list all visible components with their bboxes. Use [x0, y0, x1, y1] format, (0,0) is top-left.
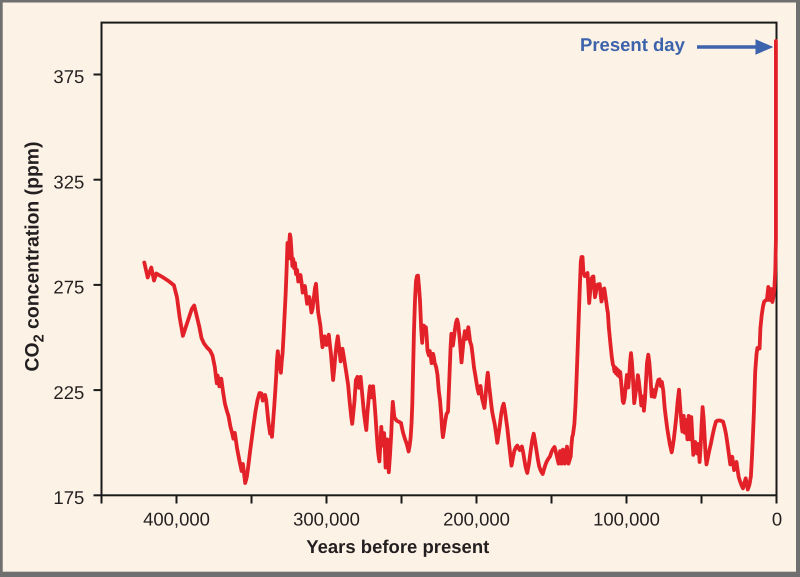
svg-text:375: 375 [53, 66, 84, 87]
svg-text:300,000: 300,000 [293, 509, 360, 530]
svg-text:275: 275 [53, 277, 84, 298]
svg-text:200,000: 200,000 [443, 509, 510, 530]
svg-text:400,000: 400,000 [143, 509, 210, 530]
svg-text:Years before present: Years before present [306, 536, 489, 557]
svg-text:225: 225 [53, 382, 84, 403]
svg-text:0: 0 [772, 509, 782, 530]
svg-text:175: 175 [53, 487, 84, 508]
svg-text:CO2 concentration (ppm): CO2 concentration (ppm) [22, 142, 48, 372]
svg-text:325: 325 [53, 171, 84, 192]
svg-text:Present day: Present day [580, 34, 686, 55]
svg-text:100,000: 100,000 [593, 509, 660, 530]
